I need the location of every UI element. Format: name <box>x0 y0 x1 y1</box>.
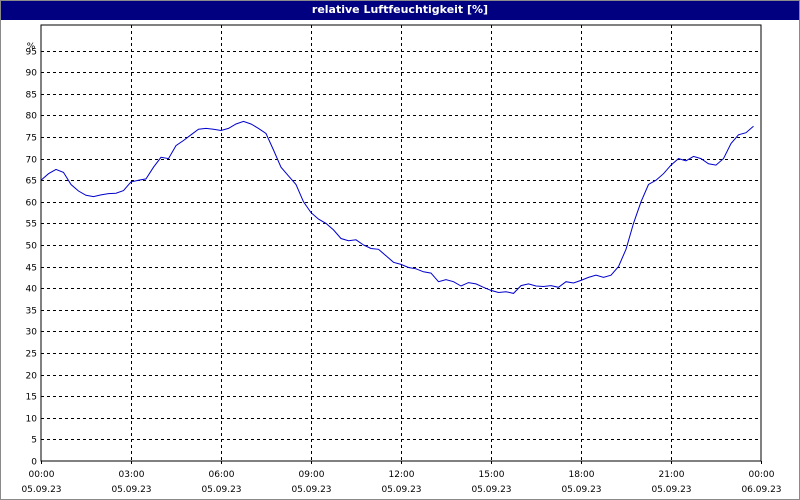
y-axis-unit-label: % <box>27 42 36 52</box>
x-tick-time-label: 00:00 <box>29 470 55 480</box>
y-tick-label: 65 <box>26 177 37 187</box>
x-tick-time-label: 09:00 <box>299 470 325 480</box>
chart-title: relative Luftfeuchtigkeit [%] <box>1 1 799 20</box>
y-tick-label: 0 <box>31 458 37 468</box>
x-axis-ticks: 00:00 05.09.23 03:00 05.09.23 06:00 05.09.23 0… <box>21 461 782 495</box>
humidity-series-line <box>40 120 754 294</box>
x-tick-date-label: 05.09.23 <box>111 485 151 495</box>
y-tick-label: 90 <box>26 69 38 79</box>
x-tick-time-label: 15:00 <box>479 470 505 480</box>
y-tick-label: 5 <box>31 436 37 446</box>
x-tick-time-label: 12:00 <box>389 470 415 480</box>
y-axis-ticks: 0 5 10 15 20 25 30 35 40 45 50 55 60 65 70 75 80 85 90 95 <box>26 48 38 468</box>
x-tick-time-label: 03:00 <box>119 470 145 480</box>
x-tick-date-label: 05.09.23 <box>471 485 511 495</box>
y-tick-label: 85 <box>26 91 37 101</box>
y-tick-label: 40 <box>26 285 38 295</box>
y-tick-label: 55 <box>26 220 37 230</box>
y-tick-label: 15 <box>26 393 37 403</box>
x-tick-date-label: 05.09.23 <box>201 485 241 495</box>
x-tick-date-label: 06.09.23 <box>741 485 781 495</box>
x-tick-time-label: 00:00 <box>749 470 775 480</box>
y-tick-label: 35 <box>26 307 37 317</box>
grid-lines <box>41 25 761 461</box>
y-tick-label: 75 <box>26 134 37 144</box>
x-tick-time-label: 06:00 <box>209 470 235 480</box>
x-tick-date-label: 05.09.23 <box>651 485 691 495</box>
x-tick-date-label: 05.09.23 <box>291 485 331 495</box>
x-tick-date-label: 05.09.23 <box>561 485 601 495</box>
y-tick-label: 25 <box>26 350 37 360</box>
x-tick-date-label: 05.09.23 <box>21 485 61 495</box>
y-tick-label: 80 <box>26 112 38 122</box>
y-tick-label: 95 <box>26 48 37 58</box>
x-tick-time-label: 18:00 <box>569 470 595 480</box>
y-tick-label: 20 <box>26 372 38 382</box>
y-tick-label: 50 <box>26 242 38 252</box>
y-tick-label: 30 <box>26 328 38 338</box>
y-tick-label: 70 <box>26 156 38 166</box>
y-tick-label: 10 <box>26 415 38 425</box>
y-tick-label: 45 <box>26 264 37 274</box>
x-tick-time-label: 21:00 <box>659 470 685 480</box>
x-tick-date-label: 05.09.23 <box>381 485 421 495</box>
y-tick-label: 60 <box>26 199 38 209</box>
